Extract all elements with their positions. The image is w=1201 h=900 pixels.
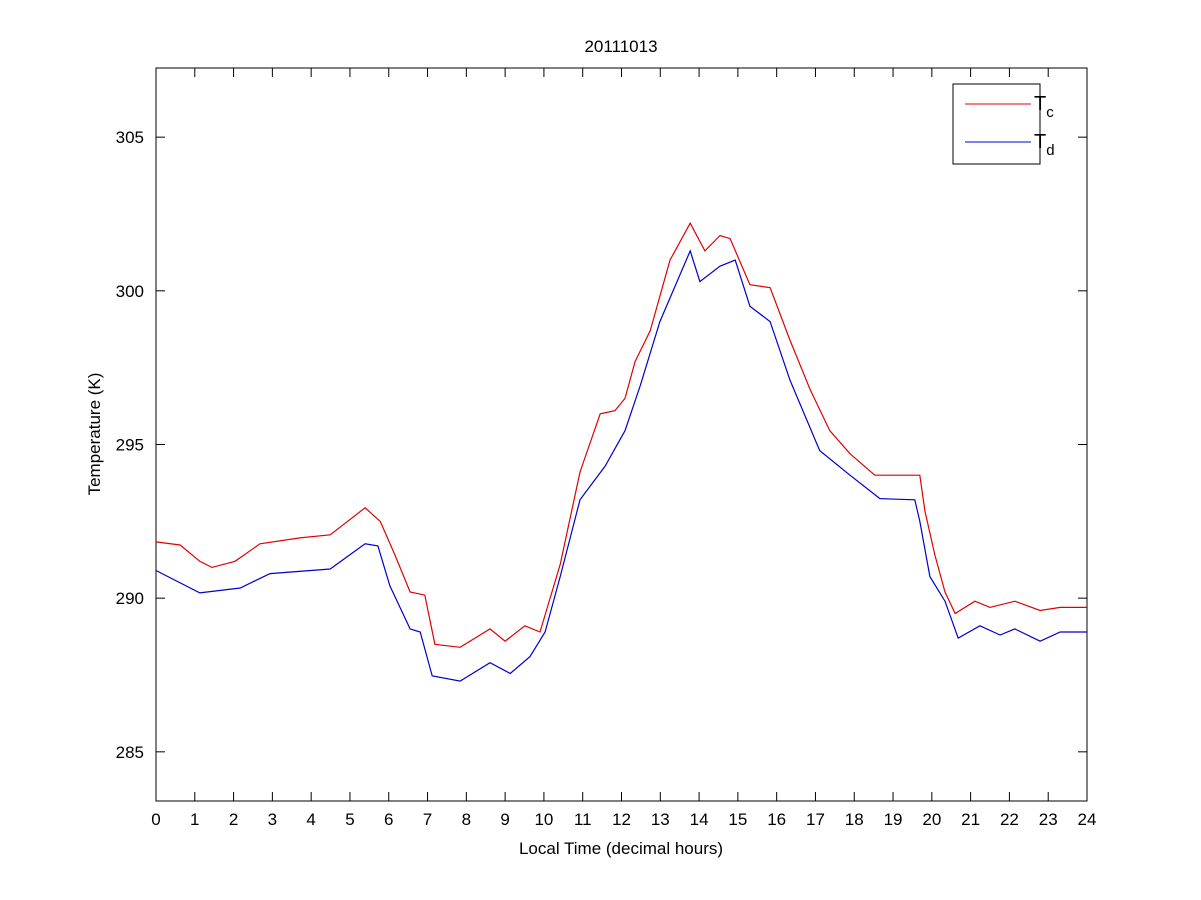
x-tick-label: 2: [229, 810, 238, 829]
x-tick-label: 23: [1039, 810, 1058, 829]
x-tick-label: 8: [462, 810, 471, 829]
x-tick-label: 13: [651, 810, 670, 829]
x-tick-label: 21: [961, 810, 980, 829]
x-axis-label: Local Time (decimal hours): [519, 839, 723, 858]
x-tick-label: 7: [423, 810, 432, 829]
x-tick-label: 15: [728, 810, 747, 829]
x-tick-label: 11: [574, 810, 592, 829]
x-tick-label: 9: [500, 810, 509, 829]
x-tick-label: 20: [922, 810, 941, 829]
x-tick-label: 1: [190, 810, 199, 829]
x-tick-label: 5: [345, 810, 354, 829]
series-line-Td: [155, 249, 1087, 682]
y-tick-label: 295: [116, 435, 144, 454]
x-tick-label: 4: [306, 810, 315, 829]
y-tick-label: 285: [116, 743, 144, 762]
x-tick-label: 18: [845, 810, 864, 829]
x-tick-label: 14: [690, 810, 709, 829]
legend-label-td: Td: [1034, 131, 1055, 159]
legend: Tc Td: [952, 83, 1055, 165]
legend-label-tc: Tc: [1034, 93, 1054, 121]
y-axis-label: Temperature (K): [85, 373, 104, 496]
x-tick-label: 3: [268, 810, 277, 829]
x-tick-label: 19: [884, 810, 903, 829]
x-tick-label: 0: [151, 810, 160, 829]
x-tick-label: 10: [534, 810, 553, 829]
y-tick-label: 300: [116, 282, 144, 301]
y-tick-label: 290: [116, 589, 144, 608]
x-tick-label: 17: [806, 810, 825, 829]
series-line-Tc: [155, 221, 1087, 648]
y-tick-label: 305: [116, 128, 144, 147]
x-tick-label: 12: [612, 810, 631, 829]
legend-box: [952, 83, 1041, 165]
x-tick-label: 24: [1078, 810, 1097, 829]
plot-area: [155, 67, 1088, 802]
chart-title: 20111013: [584, 37, 657, 56]
x-tick-label: 6: [384, 810, 393, 829]
x-tick-label: 16: [767, 810, 786, 829]
x-tick-label: 22: [1000, 810, 1019, 829]
